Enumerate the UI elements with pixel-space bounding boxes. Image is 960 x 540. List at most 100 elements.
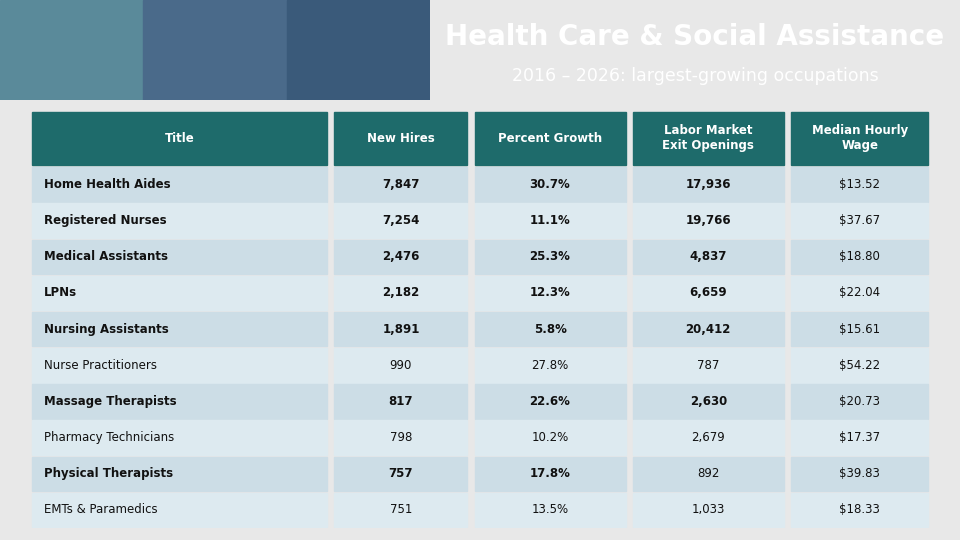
Bar (32, 348, 327, 382)
Bar (334, 456, 468, 491)
Bar (791, 240, 928, 274)
Bar (791, 492, 928, 527)
Bar (791, 167, 928, 202)
Text: EMTs & Paramedics: EMTs & Paramedics (44, 503, 157, 516)
Text: 6,659: 6,659 (689, 287, 727, 300)
Bar (633, 456, 783, 491)
Bar (474, 492, 626, 527)
Text: 30.7%: 30.7% (530, 178, 570, 191)
Text: New Hires: New Hires (367, 132, 435, 145)
Bar (334, 204, 468, 238)
Text: 817: 817 (389, 395, 413, 408)
Bar (334, 240, 468, 274)
Text: 7,847: 7,847 (382, 178, 420, 191)
Bar (32, 240, 327, 274)
Bar (791, 276, 928, 310)
Bar (633, 312, 783, 346)
Bar (474, 240, 626, 274)
Text: 751: 751 (390, 503, 412, 516)
Text: $17.37: $17.37 (839, 431, 880, 444)
Bar (32, 276, 327, 310)
Text: 17,936: 17,936 (685, 178, 731, 191)
Text: 17.8%: 17.8% (530, 467, 570, 480)
Text: LPNs: LPNs (44, 287, 78, 300)
Bar (334, 348, 468, 382)
Bar (32, 312, 327, 346)
Text: 5.8%: 5.8% (534, 322, 566, 336)
Bar (633, 167, 783, 202)
Bar (474, 167, 626, 202)
Text: Medical Assistants: Medical Assistants (44, 251, 168, 264)
Bar (633, 492, 783, 527)
Text: 7,254: 7,254 (382, 214, 420, 227)
Text: Percent Growth: Percent Growth (498, 132, 602, 145)
Text: 1,891: 1,891 (382, 322, 420, 336)
Text: 892: 892 (697, 467, 719, 480)
Bar (633, 240, 783, 274)
Bar (633, 112, 783, 165)
Bar (32, 204, 327, 238)
Text: 757: 757 (389, 467, 413, 480)
Bar (32, 420, 327, 455)
Bar (791, 204, 928, 238)
Bar (334, 112, 468, 165)
Bar (474, 456, 626, 491)
Text: 22.6%: 22.6% (530, 395, 570, 408)
Bar (143, 0, 287, 100)
Text: 13.5%: 13.5% (532, 503, 568, 516)
Text: Title: Title (164, 132, 194, 145)
Bar (633, 384, 783, 418)
Bar (633, 420, 783, 455)
Text: 11.1%: 11.1% (530, 214, 570, 227)
Text: Health Care & Social Assistance: Health Care & Social Assistance (445, 23, 945, 51)
Text: Massage Therapists: Massage Therapists (44, 395, 177, 408)
Bar (287, 0, 430, 100)
Text: 990: 990 (390, 359, 412, 372)
Text: 2,476: 2,476 (382, 251, 420, 264)
Bar (474, 420, 626, 455)
Text: 19,766: 19,766 (685, 214, 732, 227)
Bar (334, 420, 468, 455)
Bar (474, 276, 626, 310)
Bar (474, 112, 626, 165)
Bar (334, 167, 468, 202)
Bar (791, 348, 928, 382)
Text: Median Hourly
Wage: Median Hourly Wage (811, 124, 908, 152)
Text: Nurse Practitioners: Nurse Practitioners (44, 359, 157, 372)
Text: $15.61: $15.61 (839, 322, 880, 336)
Bar (474, 312, 626, 346)
Text: $22.04: $22.04 (839, 287, 880, 300)
Text: $18.80: $18.80 (839, 251, 880, 264)
Bar (474, 384, 626, 418)
Text: 10.2%: 10.2% (532, 431, 568, 444)
Bar (334, 276, 468, 310)
Text: $20.73: $20.73 (839, 395, 880, 408)
Bar (32, 492, 327, 527)
Text: $13.52: $13.52 (839, 178, 880, 191)
Bar (0, 0, 143, 100)
Text: 25.3%: 25.3% (530, 251, 570, 264)
Bar (334, 384, 468, 418)
Text: 12.3%: 12.3% (530, 287, 570, 300)
Bar (633, 204, 783, 238)
Text: $18.33: $18.33 (839, 503, 880, 516)
Text: Nursing Assistants: Nursing Assistants (44, 322, 169, 336)
Text: 1,033: 1,033 (691, 503, 725, 516)
Text: 2016 – 2026: largest-growing occupations: 2016 – 2026: largest-growing occupations (512, 67, 878, 85)
Bar (32, 456, 327, 491)
Bar (32, 384, 327, 418)
Bar (32, 167, 327, 202)
Text: 4,837: 4,837 (689, 251, 727, 264)
Bar (633, 348, 783, 382)
Text: Labor Market
Exit Openings: Labor Market Exit Openings (662, 124, 755, 152)
Text: 20,412: 20,412 (685, 322, 731, 336)
Bar (32, 112, 327, 165)
Bar (474, 204, 626, 238)
Bar (633, 276, 783, 310)
Text: $39.83: $39.83 (839, 467, 880, 480)
Text: Physical Therapists: Physical Therapists (44, 467, 174, 480)
Bar (474, 348, 626, 382)
Text: 798: 798 (390, 431, 412, 444)
Text: 2,630: 2,630 (689, 395, 727, 408)
Bar (791, 420, 928, 455)
